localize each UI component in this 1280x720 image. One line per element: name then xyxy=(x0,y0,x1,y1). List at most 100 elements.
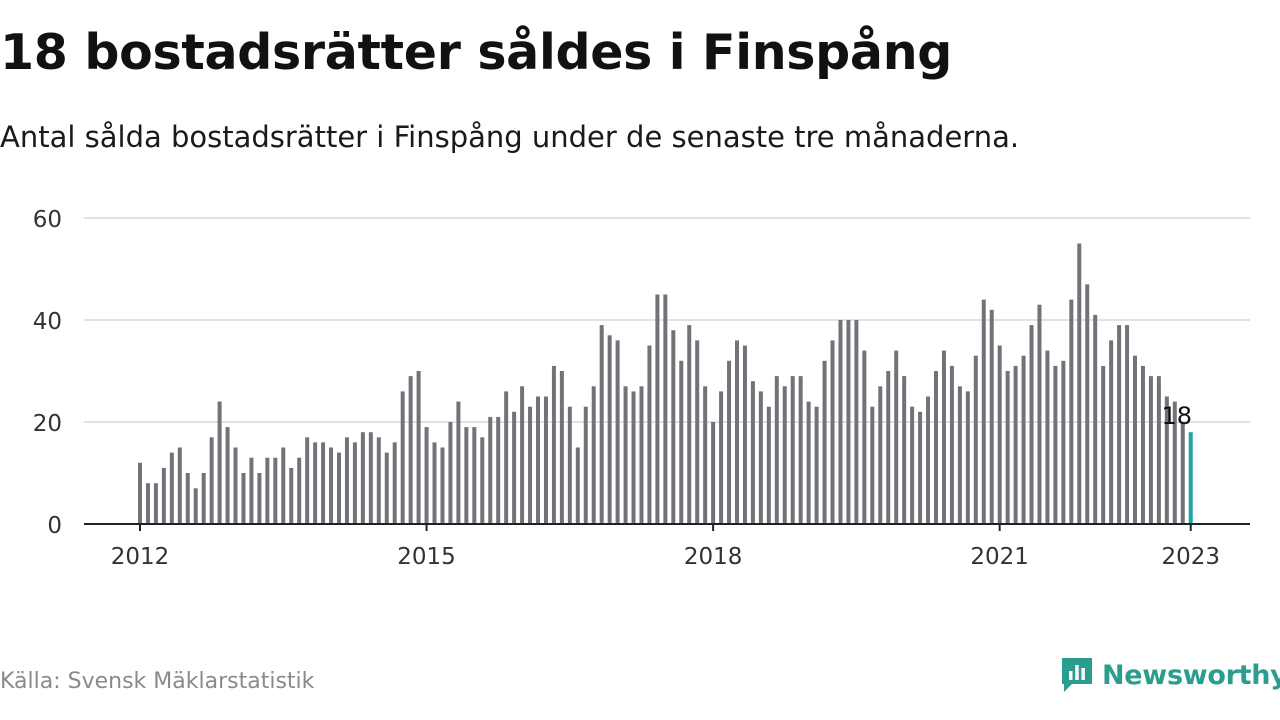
bar-chart: 0 20 40 60 2012 2015 2018 2021 2023 18 xyxy=(33,207,1250,570)
y-tick-label: 0 xyxy=(47,513,62,539)
labels: 0 20 40 60 2012 2015 2018 2021 2023 18 xyxy=(33,207,1220,570)
bar-highlight xyxy=(1188,432,1193,524)
bar xyxy=(368,432,373,524)
bar xyxy=(1053,365,1058,524)
bar xyxy=(934,371,938,524)
bar xyxy=(416,371,421,524)
bar xyxy=(536,396,540,524)
bar xyxy=(281,447,286,524)
bar xyxy=(798,376,803,524)
bar xyxy=(153,483,158,524)
bar xyxy=(1069,299,1074,524)
bar xyxy=(997,345,1002,524)
chart-subtitle: Antal sålda bostadsrätter i Finspång und… xyxy=(0,120,1020,154)
bar xyxy=(1148,376,1153,524)
bar xyxy=(233,447,238,524)
bar xyxy=(806,401,811,524)
bar xyxy=(1172,401,1177,524)
bar xyxy=(655,294,660,524)
bar xyxy=(559,371,564,524)
bar xyxy=(1045,350,1050,524)
bar xyxy=(329,447,334,524)
bar xyxy=(384,452,389,524)
bar xyxy=(671,330,676,524)
bar xyxy=(814,406,819,524)
bar xyxy=(456,401,461,524)
bar xyxy=(440,447,445,524)
bar xyxy=(432,442,437,524)
chart-title: 18 bostadsrätter såldes i Finspång xyxy=(0,24,953,81)
bar xyxy=(679,360,684,524)
bar xyxy=(599,325,604,524)
bars xyxy=(138,243,1193,524)
bar xyxy=(591,386,596,524)
latest-value-label: 18 xyxy=(1161,402,1192,430)
brand-name: Newsworthy xyxy=(1102,659,1280,691)
bar xyxy=(949,365,954,524)
bar xyxy=(687,325,692,524)
bar xyxy=(504,391,509,524)
y-tick-label: 60 xyxy=(33,207,62,233)
bar xyxy=(209,437,214,524)
bar xyxy=(1021,355,1026,524)
x-tick-label: 2018 xyxy=(684,544,743,570)
bar xyxy=(1156,376,1161,524)
bar xyxy=(790,376,795,524)
bar xyxy=(766,406,771,524)
bar xyxy=(145,483,150,524)
source-note: Källa: Svensk Mäklarstatistik xyxy=(0,669,315,694)
bar xyxy=(1061,360,1066,524)
bar xyxy=(758,391,763,524)
bar xyxy=(1029,325,1034,524)
bar xyxy=(583,406,588,524)
bar xyxy=(981,299,986,524)
bar xyxy=(854,320,859,524)
bar xyxy=(1077,243,1082,524)
bar xyxy=(424,427,429,524)
bar xyxy=(830,340,835,524)
bar xyxy=(520,386,525,524)
bar xyxy=(735,340,739,524)
bar xyxy=(623,386,628,524)
bar xyxy=(488,416,493,524)
bar xyxy=(742,345,747,524)
bar xyxy=(703,386,708,524)
bar xyxy=(1093,314,1098,524)
bar xyxy=(1037,304,1042,524)
bar xyxy=(376,437,381,524)
bar xyxy=(305,437,310,524)
bar xyxy=(695,340,700,524)
bar xyxy=(894,350,899,524)
bar-chart-icon xyxy=(1062,658,1092,692)
bar xyxy=(926,396,931,524)
bar xyxy=(543,396,548,524)
bar xyxy=(1085,284,1090,524)
bar xyxy=(448,422,453,524)
bar xyxy=(408,376,413,524)
bar xyxy=(185,473,190,524)
bar xyxy=(496,416,501,524)
bar xyxy=(838,320,843,524)
x-tick-label: 2021 xyxy=(970,544,1029,570)
bar xyxy=(297,457,302,524)
bar xyxy=(177,447,182,524)
x-tick-label: 2012 xyxy=(111,544,170,570)
x-tick-label: 2015 xyxy=(397,544,456,570)
bar xyxy=(225,427,230,524)
bar xyxy=(711,422,716,524)
bar xyxy=(607,335,612,524)
bar xyxy=(1013,365,1018,524)
bar xyxy=(1117,325,1122,524)
bar xyxy=(663,294,668,524)
bar xyxy=(639,386,644,524)
x-tick-label: 2023 xyxy=(1161,544,1220,570)
bar xyxy=(257,473,262,524)
bar xyxy=(551,365,556,524)
bar xyxy=(161,467,166,524)
bar xyxy=(870,406,875,524)
bar xyxy=(337,452,341,524)
bar xyxy=(631,391,636,524)
bar xyxy=(567,406,572,524)
bar xyxy=(392,442,397,524)
bar xyxy=(1164,396,1169,524)
